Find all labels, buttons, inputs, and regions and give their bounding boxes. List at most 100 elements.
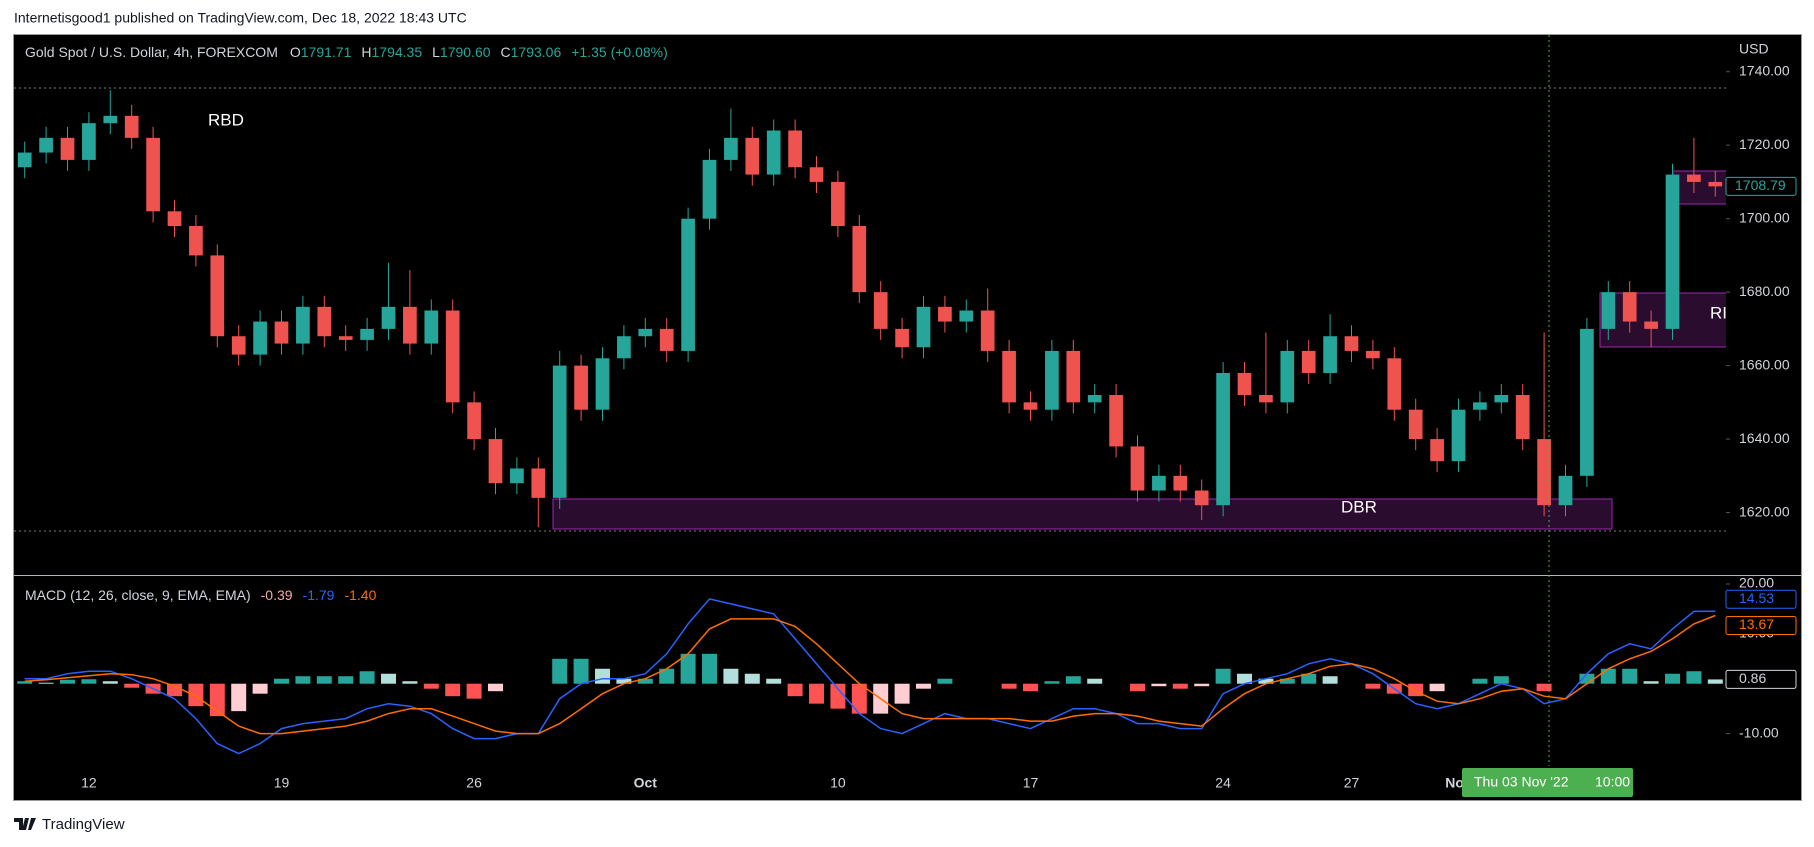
candle-body — [1708, 181, 1723, 187]
value-tag — [1725, 669, 1797, 689]
candle-body — [745, 137, 760, 175]
histogram-bar — [616, 678, 632, 684]
candle-body — [124, 115, 139, 138]
value-tag — [1725, 616, 1797, 636]
crosshair-time-tag — [1462, 768, 1633, 797]
indicator-line — [24, 614, 1716, 735]
candle-body — [1687, 174, 1701, 182]
y-tick-label: 1660.00 — [1739, 356, 1790, 372]
candle-body — [103, 115, 118, 124]
y-tick-label: 1680.00 — [1739, 283, 1790, 299]
candle-body — [766, 130, 781, 175]
histogram-bar — [744, 673, 760, 684]
candle-body — [1023, 402, 1038, 410]
histogram-bar — [1579, 673, 1595, 684]
candle-body — [1237, 372, 1252, 395]
histogram-bar — [1151, 683, 1167, 687]
histogram-bar — [231, 683, 247, 712]
histogram-bar — [1429, 683, 1445, 692]
y-tick-label: 1700.00 — [1739, 209, 1790, 225]
histogram-bar — [274, 678, 289, 684]
candle-body — [1644, 321, 1658, 329]
candle-body — [788, 130, 802, 168]
candle-body — [1580, 328, 1594, 476]
histogram-bar — [252, 683, 268, 694]
histogram-bar — [81, 679, 97, 684]
histogram-bar — [1536, 683, 1552, 692]
logo-mark — [14, 818, 36, 830]
candle-body — [1301, 350, 1316, 373]
histogram-bar — [1493, 676, 1509, 684]
histogram-bar — [1044, 681, 1060, 684]
candle-body — [1216, 372, 1230, 506]
symbol-legend: Gold Spot / U.S. Dollar, 4h, FOREXCOM O17… — [25, 44, 668, 60]
candle-body — [659, 328, 674, 351]
annotations: RBD DBR RI — [208, 110, 1727, 516]
indicator-legend: MACD (12, 26, close, 9, EMA, EMA) -0.39 -1… — [25, 587, 377, 603]
crosshair-date: Thu 03 Nov '22 — [1474, 774, 1569, 790]
candle-body — [595, 358, 610, 410]
y-tick-label: 1620.00 — [1739, 503, 1790, 519]
histogram-bar — [402, 681, 418, 684]
axis-unit: USD — [1739, 41, 1769, 57]
histogram-bar — [1643, 681, 1659, 684]
candle-body — [852, 226, 867, 293]
candle-body — [1344, 336, 1359, 351]
candle-body — [617, 336, 631, 359]
candle-body — [895, 328, 909, 348]
histogram-bar — [702, 653, 717, 684]
indicator-line — [24, 598, 1716, 755]
histogram-bar — [359, 671, 375, 684]
candle-body — [1622, 292, 1637, 322]
annotation: RI — [1710, 303, 1727, 322]
candle-body — [1045, 350, 1059, 410]
value-tag-label: 13.67 — [1739, 616, 1774, 632]
histogram-bar — [894, 683, 910, 704]
candle-body — [980, 310, 995, 351]
candle-body — [1194, 490, 1209, 506]
zone — [552, 498, 1613, 530]
candle-body — [17, 152, 32, 168]
y-tick-label: 20.00 — [1739, 575, 1774, 591]
logo: TradingView — [14, 816, 125, 833]
histogram-bar — [1686, 671, 1702, 684]
value-tag — [1725, 589, 1797, 609]
histogram-bar — [937, 678, 953, 684]
price-tag — [1725, 176, 1797, 196]
histogram-bar — [1172, 683, 1188, 689]
candle-body — [831, 181, 845, 227]
candle-body — [403, 306, 417, 344]
histogram-bar — [809, 683, 824, 704]
value-tag-label: 0.86 — [1739, 670, 1766, 686]
candle-body — [231, 336, 246, 355]
candle-body — [1537, 439, 1551, 506]
y-tick-label: 1720.00 — [1739, 136, 1790, 152]
histogram-bar — [552, 658, 568, 684]
candle-body — [638, 328, 653, 337]
x-tick-label: 19 — [274, 775, 290, 791]
histogram-bar — [723, 668, 739, 684]
histogram-bar — [316, 676, 332, 684]
candle-body — [146, 137, 160, 212]
candle-body — [167, 211, 182, 227]
histogram-bar — [1322, 676, 1338, 684]
candle-body — [938, 306, 952, 322]
histogram-bar — [102, 681, 118, 684]
candle-body — [681, 218, 695, 351]
histogram-bar — [766, 678, 782, 684]
y-tick-label: 1640.00 — [1739, 430, 1790, 446]
candle-body — [424, 310, 439, 344]
candle-body — [873, 292, 888, 329]
candle-body — [1366, 350, 1380, 359]
histogram-bar — [1130, 683, 1145, 692]
candle-body — [1130, 446, 1145, 491]
candle-body — [510, 468, 524, 484]
candle-body — [1087, 395, 1102, 403]
histogram-bar — [188, 683, 204, 707]
drawings — [14, 87, 1726, 532]
histogram-bar — [295, 676, 311, 684]
candle-body — [531, 468, 546, 498]
value-tag-label: 14.53 — [1739, 590, 1774, 606]
